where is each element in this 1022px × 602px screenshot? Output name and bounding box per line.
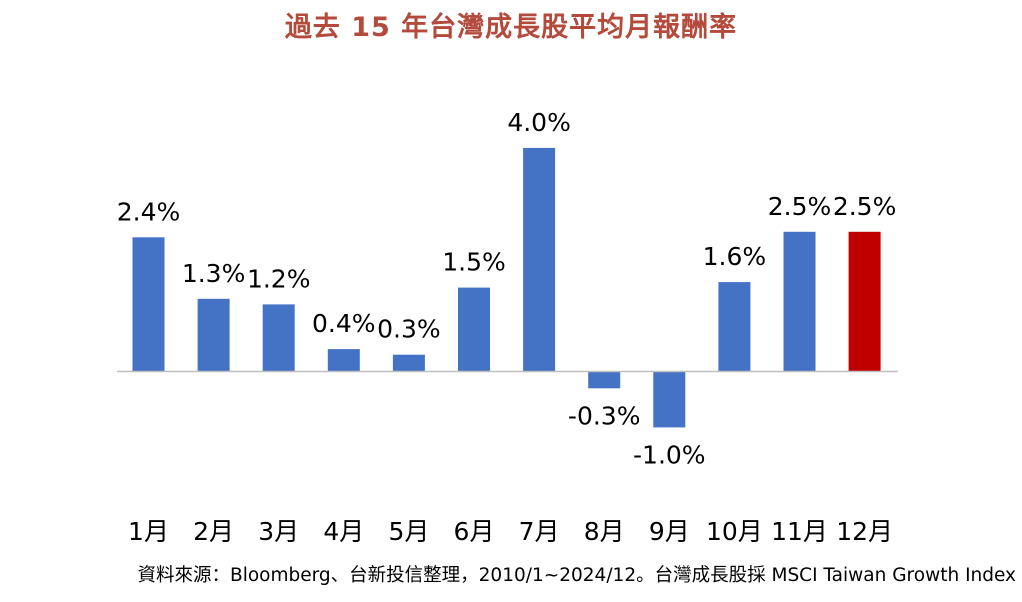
x-tick-label-8: 8月 bbox=[584, 517, 625, 546]
data-label-6: 1.5% bbox=[442, 248, 506, 277]
bar-3 bbox=[262, 304, 295, 372]
x-tick-label-2: 2月 bbox=[193, 517, 234, 546]
data-label-3: 1.2% bbox=[247, 264, 311, 293]
data-label-10: 1.6% bbox=[703, 242, 767, 271]
data-label-11: 2.5% bbox=[768, 192, 832, 221]
x-tick-label-6: 6月 bbox=[454, 517, 495, 546]
bar-8 bbox=[588, 371, 621, 389]
bar-7 bbox=[523, 147, 556, 372]
chart-title: 過去 15 年台灣成長股平均月報酬率 bbox=[285, 11, 737, 43]
data-label-5: 0.3% bbox=[377, 315, 441, 344]
data-label-8: -0.3% bbox=[568, 401, 641, 430]
bar-9 bbox=[653, 371, 686, 428]
x-tick-label-11: 11月 bbox=[771, 517, 828, 546]
x-tick-label-5: 5月 bbox=[388, 517, 429, 546]
bar-10 bbox=[718, 282, 751, 372]
x-tick-label-10: 10月 bbox=[706, 517, 763, 546]
x-tick-label-7: 7月 bbox=[519, 517, 560, 546]
x-tick-label-3: 3月 bbox=[258, 517, 299, 546]
data-label-4: 0.4% bbox=[312, 309, 376, 338]
data-label-7: 4.0% bbox=[507, 108, 571, 137]
x-tick-label-9: 9月 bbox=[649, 517, 690, 546]
x-tick-labels-group: 1月 2月 3月 4月 5月 6月 7月 8月 9月 10月 11月 12月 bbox=[128, 517, 893, 546]
source-note: 資料來源：Bloomberg、台新投信整理，2010/1~2024/12。台灣成… bbox=[138, 565, 1017, 586]
data-labels-group: 2.4% 1.3% 1.2%0.4% 0.3% 1.5% 4.0% -0.3% -1.0% 1.… bbox=[117, 108, 897, 470]
bar-4 bbox=[327, 349, 360, 372]
x-tick-label-1: 1月 bbox=[128, 517, 169, 546]
data-label-1: 2.4% bbox=[117, 197, 181, 226]
bar-1 bbox=[132, 237, 165, 372]
data-label-9: -1.0% bbox=[633, 440, 706, 469]
x-tick-label-4: 4月 bbox=[323, 517, 364, 546]
bar-6 bbox=[458, 287, 490, 372]
x-tick-label-12: 12月 bbox=[836, 517, 893, 546]
bar-12 bbox=[848, 231, 881, 372]
bars-group bbox=[132, 147, 881, 428]
data-label-12: 2.5% bbox=[833, 192, 897, 221]
bar-5 bbox=[392, 354, 425, 372]
data-label-2: 1.3% bbox=[182, 259, 246, 288]
bar-11 bbox=[783, 231, 816, 372]
bar-2 bbox=[197, 298, 230, 372]
